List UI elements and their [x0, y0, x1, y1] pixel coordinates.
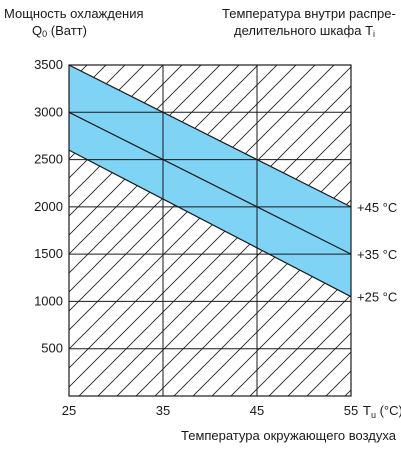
- y-tick-label: 500: [41, 341, 63, 356]
- series-label-0: +45 °C: [357, 200, 397, 215]
- series-label-1: +35 °C: [357, 247, 397, 262]
- series-lines: [68, 64, 352, 298]
- y-axis-q-subscript: 0: [42, 29, 48, 39]
- x-tick-label: 25: [62, 403, 76, 418]
- legend-title-line2-text: делительного шкафа T: [234, 23, 374, 38]
- x-tick-label: 35: [156, 403, 170, 418]
- grid-lines: [69, 65, 351, 396]
- series-line-1: [68, 111, 352, 255]
- y-axis-title-line2: Q0 (Ватт): [32, 23, 87, 42]
- x-axis-symbol: Tu (°C): [363, 403, 401, 420]
- series-line-2: [68, 149, 352, 298]
- y-tick-label: 3000: [34, 104, 63, 119]
- y-tick-label: 2000: [34, 199, 63, 214]
- legend-title-line1: Температура внутри распре-: [222, 6, 396, 21]
- y-tick-label: 1000: [34, 293, 63, 308]
- temperature-band: [69, 65, 351, 297]
- tick-labels: 500 1000 1500 2000 2500 3000 3500 25 35 45 55: [34, 57, 358, 418]
- plot-border: [68, 64, 352, 397]
- y-axis-title-line1: Мощность охлаждения: [4, 6, 144, 21]
- x-tick-label: 45: [250, 403, 264, 418]
- series-label-2: +25 °C: [357, 290, 397, 305]
- y-tick-label: 2500: [34, 152, 63, 167]
- legend-title-subscript: i: [373, 29, 376, 39]
- x-axis-title: Температура окружающего воздуха: [181, 428, 396, 443]
- series-labels: +45 °C +35 °C +25 °C: [357, 200, 397, 305]
- y-tick-label: 3500: [34, 57, 63, 72]
- y-axis-unit: (Ватт): [50, 23, 87, 38]
- x-axis-unit-label: Tu (°C): [363, 403, 401, 420]
- band-area: [69, 65, 351, 297]
- legend-title-line2: делительного шкафа Ti: [234, 23, 375, 42]
- series-line-0: [68, 64, 352, 208]
- y-axis-q-symbol: Q: [32, 23, 43, 38]
- y-tick-label: 1500: [34, 246, 63, 261]
- x-tick-label: 55: [344, 403, 358, 418]
- plot-frame: [68, 64, 352, 397]
